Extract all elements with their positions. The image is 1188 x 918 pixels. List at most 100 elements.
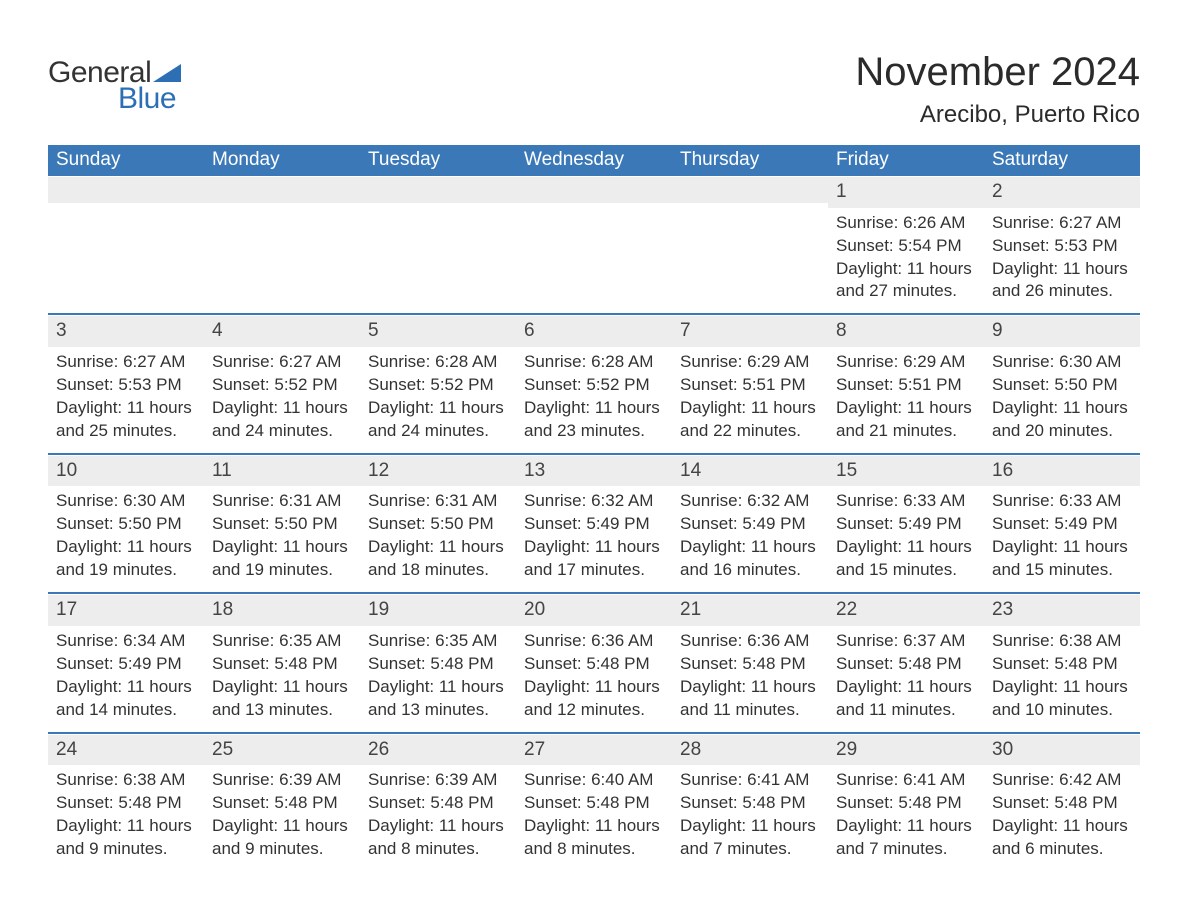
daylight-line: Daylight: 11 hours and 21 minutes. — [836, 397, 976, 443]
daylight-line: Daylight: 11 hours and 27 minutes. — [836, 258, 976, 304]
weekday-header: Sunday — [48, 145, 204, 176]
weekday-header: Wednesday — [516, 145, 672, 176]
sunrise-line: Sunrise: 6:35 AM — [212, 630, 352, 653]
sunrise-line: Sunrise: 6:30 AM — [56, 490, 196, 513]
day-number: 11 — [204, 455, 360, 487]
calendar-day-cell — [516, 176, 672, 313]
calendar-day-cell: 30Sunrise: 6:42 AMSunset: 5:48 PMDayligh… — [984, 734, 1140, 871]
calendar-day-cell: 17Sunrise: 6:34 AMSunset: 5:49 PMDayligh… — [48, 594, 204, 731]
sunrise-line: Sunrise: 6:27 AM — [212, 351, 352, 374]
sunrise-line: Sunrise: 6:34 AM — [56, 630, 196, 653]
daylight-line: Daylight: 11 hours and 23 minutes. — [524, 397, 664, 443]
sunset-line: Sunset: 5:48 PM — [56, 792, 196, 815]
day-details: Sunrise: 6:37 AMSunset: 5:48 PMDaylight:… — [828, 626, 984, 732]
calendar-day-cell: 18Sunrise: 6:35 AMSunset: 5:48 PMDayligh… — [204, 594, 360, 731]
location-subtitle: Arecibo, Puerto Rico — [855, 101, 1140, 129]
sunset-line: Sunset: 5:48 PM — [212, 792, 352, 815]
day-details: Sunrise: 6:35 AMSunset: 5:48 PMDaylight:… — [204, 626, 360, 732]
weekday-header: Friday — [828, 145, 984, 176]
sunrise-line: Sunrise: 6:31 AM — [212, 490, 352, 513]
day-number: 18 — [204, 594, 360, 626]
day-details: Sunrise: 6:28 AMSunset: 5:52 PMDaylight:… — [516, 347, 672, 453]
sunrise-line: Sunrise: 6:27 AM — [56, 351, 196, 374]
calendar-day-cell: 8Sunrise: 6:29 AMSunset: 5:51 PMDaylight… — [828, 315, 984, 452]
calendar-day-cell: 1Sunrise: 6:26 AMSunset: 5:54 PMDaylight… — [828, 176, 984, 313]
sunset-line: Sunset: 5:50 PM — [56, 513, 196, 536]
brand-part2: Blue — [118, 82, 176, 116]
sunset-line: Sunset: 5:53 PM — [56, 374, 196, 397]
sunrise-line: Sunrise: 6:29 AM — [680, 351, 820, 374]
day-number: 7 — [672, 315, 828, 347]
calendar-day-cell: 5Sunrise: 6:28 AMSunset: 5:52 PMDaylight… — [360, 315, 516, 452]
day-details: Sunrise: 6:31 AMSunset: 5:50 PMDaylight:… — [360, 486, 516, 592]
sunset-line: Sunset: 5:50 PM — [368, 513, 508, 536]
sunrise-line: Sunrise: 6:32 AM — [680, 490, 820, 513]
calendar-day-cell: 3Sunrise: 6:27 AMSunset: 5:53 PMDaylight… — [48, 315, 204, 452]
daylight-line: Daylight: 11 hours and 25 minutes. — [56, 397, 196, 443]
day-details: Sunrise: 6:27 AMSunset: 5:53 PMDaylight:… — [984, 208, 1140, 314]
sunset-line: Sunset: 5:49 PM — [680, 513, 820, 536]
day-number: 30 — [984, 734, 1140, 766]
sunset-line: Sunset: 5:48 PM — [992, 792, 1132, 815]
day-number: 4 — [204, 315, 360, 347]
daylight-line: Daylight: 11 hours and 19 minutes. — [212, 536, 352, 582]
sunrise-line: Sunrise: 6:36 AM — [680, 630, 820, 653]
sunset-line: Sunset: 5:48 PM — [680, 653, 820, 676]
calendar-week: 1Sunrise: 6:26 AMSunset: 5:54 PMDaylight… — [48, 176, 1140, 313]
sunrise-line: Sunrise: 6:29 AM — [836, 351, 976, 374]
calendar-day-cell: 21Sunrise: 6:36 AMSunset: 5:48 PMDayligh… — [672, 594, 828, 731]
calendar-day-cell: 2Sunrise: 6:27 AMSunset: 5:53 PMDaylight… — [984, 176, 1140, 313]
day-number: 10 — [48, 455, 204, 487]
daylight-line: Daylight: 11 hours and 9 minutes. — [212, 815, 352, 861]
sunset-line: Sunset: 5:48 PM — [368, 792, 508, 815]
sunset-line: Sunset: 5:48 PM — [524, 792, 664, 815]
daylight-line: Daylight: 11 hours and 22 minutes. — [680, 397, 820, 443]
sunrise-line: Sunrise: 6:28 AM — [368, 351, 508, 374]
day-number — [360, 176, 516, 203]
sunset-line: Sunset: 5:52 PM — [368, 374, 508, 397]
page-header: General Blue November 2024 Arecibo, Puer… — [48, 50, 1140, 129]
day-details: Sunrise: 6:41 AMSunset: 5:48 PMDaylight:… — [672, 765, 828, 871]
daylight-line: Daylight: 11 hours and 16 minutes. — [680, 536, 820, 582]
calendar-day-cell: 24Sunrise: 6:38 AMSunset: 5:48 PMDayligh… — [48, 734, 204, 871]
calendar-day-cell: 14Sunrise: 6:32 AMSunset: 5:49 PMDayligh… — [672, 455, 828, 592]
calendar-day-cell: 28Sunrise: 6:41 AMSunset: 5:48 PMDayligh… — [672, 734, 828, 871]
daylight-line: Daylight: 11 hours and 26 minutes. — [992, 258, 1132, 304]
sunset-line: Sunset: 5:48 PM — [680, 792, 820, 815]
sunrise-line: Sunrise: 6:39 AM — [212, 769, 352, 792]
sunset-line: Sunset: 5:48 PM — [836, 792, 976, 815]
sunset-line: Sunset: 5:50 PM — [992, 374, 1132, 397]
day-details: Sunrise: 6:39 AMSunset: 5:48 PMDaylight:… — [360, 765, 516, 871]
day-details: Sunrise: 6:33 AMSunset: 5:49 PMDaylight:… — [828, 486, 984, 592]
daylight-line: Daylight: 11 hours and 15 minutes. — [992, 536, 1132, 582]
calendar-day-cell: 9Sunrise: 6:30 AMSunset: 5:50 PMDaylight… — [984, 315, 1140, 452]
sunset-line: Sunset: 5:54 PM — [836, 235, 976, 258]
day-details: Sunrise: 6:41 AMSunset: 5:48 PMDaylight:… — [828, 765, 984, 871]
day-details: Sunrise: 6:27 AMSunset: 5:52 PMDaylight:… — [204, 347, 360, 453]
weekday-header: Monday — [204, 145, 360, 176]
day-number — [204, 176, 360, 203]
day-number — [516, 176, 672, 203]
daylight-line: Daylight: 11 hours and 8 minutes. — [524, 815, 664, 861]
sunrise-line: Sunrise: 6:35 AM — [368, 630, 508, 653]
day-number: 27 — [516, 734, 672, 766]
weekday-header: Thursday — [672, 145, 828, 176]
day-details: Sunrise: 6:33 AMSunset: 5:49 PMDaylight:… — [984, 486, 1140, 592]
day-number: 5 — [360, 315, 516, 347]
daylight-line: Daylight: 11 hours and 14 minutes. — [56, 676, 196, 722]
calendar-day-cell: 20Sunrise: 6:36 AMSunset: 5:48 PMDayligh… — [516, 594, 672, 731]
sunrise-line: Sunrise: 6:38 AM — [56, 769, 196, 792]
day-details: Sunrise: 6:40 AMSunset: 5:48 PMDaylight:… — [516, 765, 672, 871]
calendar-day-cell: 15Sunrise: 6:33 AMSunset: 5:49 PMDayligh… — [828, 455, 984, 592]
calendar-day-cell: 19Sunrise: 6:35 AMSunset: 5:48 PMDayligh… — [360, 594, 516, 731]
sunrise-line: Sunrise: 6:33 AM — [836, 490, 976, 513]
day-details: Sunrise: 6:31 AMSunset: 5:50 PMDaylight:… — [204, 486, 360, 592]
day-details: Sunrise: 6:30 AMSunset: 5:50 PMDaylight:… — [984, 347, 1140, 453]
daylight-line: Daylight: 11 hours and 24 minutes. — [212, 397, 352, 443]
day-number — [672, 176, 828, 203]
day-number: 6 — [516, 315, 672, 347]
calendar-week: 3Sunrise: 6:27 AMSunset: 5:53 PMDaylight… — [48, 313, 1140, 452]
day-number: 20 — [516, 594, 672, 626]
title-block: November 2024 Arecibo, Puerto Rico — [855, 50, 1140, 129]
daylight-line: Daylight: 11 hours and 17 minutes. — [524, 536, 664, 582]
